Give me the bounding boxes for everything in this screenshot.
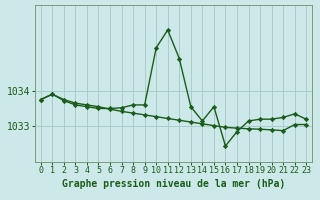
X-axis label: Graphe pression niveau de la mer (hPa): Graphe pression niveau de la mer (hPa) [62, 179, 285, 189]
